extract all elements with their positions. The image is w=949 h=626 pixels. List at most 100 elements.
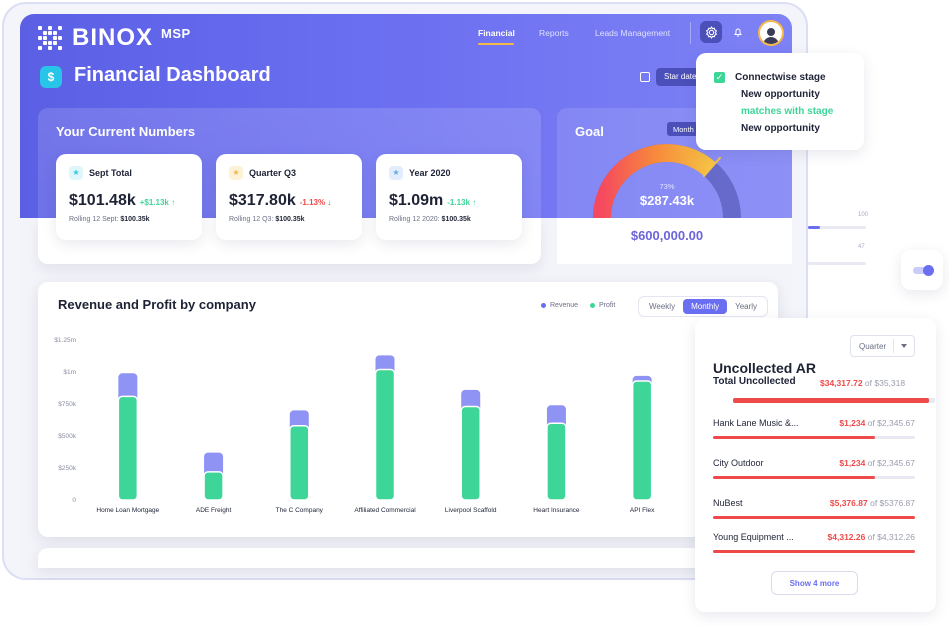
revenue-title: Revenue and Profit by company xyxy=(58,297,256,312)
stat-card-quarter[interactable]: ★ Quarter Q3 $317.80k -1.13% ↓ Rolling 12 … xyxy=(216,154,362,240)
ar-row[interactable]: Hank Lane Music &... $1,234 of $2,345.67 xyxy=(713,418,915,439)
ar-total-of: of $35,318 xyxy=(864,378,906,388)
ar-row-name: Hank Lane Music &... xyxy=(713,418,799,428)
legend-dot-revenue xyxy=(541,302,546,308)
toggle-knob xyxy=(923,265,934,276)
ar-row-of: of $2,345.67 xyxy=(867,458,915,468)
ar-row-bar xyxy=(713,476,915,479)
tab-yearly[interactable]: Yearly xyxy=(735,302,758,311)
page-title: Financial Dashboard xyxy=(74,64,271,86)
goal-current: $287.43k xyxy=(639,193,695,208)
ar-row-value: $1,234 of $2,345.67 xyxy=(839,458,915,468)
date-picker[interactable]: Star date xyxy=(656,68,704,86)
ghost-bar xyxy=(808,262,866,265)
x-tick-label: API Flex xyxy=(630,507,655,514)
quarter-dropdown[interactable]: Quarter xyxy=(850,335,915,357)
ar-row-name: City Outdoor xyxy=(713,458,764,468)
notifications-button[interactable] xyxy=(727,21,749,43)
ar-row-value: $4,312.26 of $4,312.26 xyxy=(828,532,915,542)
tab-monthly[interactable]: Monthly xyxy=(683,299,728,314)
x-tick-label: Liverpool Scaffold xyxy=(445,507,497,514)
x-tick-label: Affiliated Commercial xyxy=(354,507,416,514)
uncollected-ar-card: Quarter Uncollected AR Total Uncollected… xyxy=(695,318,936,612)
stat-foot-value: $100.35k xyxy=(275,216,305,223)
tab-weekly[interactable]: Weekly xyxy=(649,302,676,311)
x-tick-label: Heart Insurance xyxy=(533,507,580,514)
period-tabs: Weekly Monthly Yearly xyxy=(638,296,769,317)
y-tick-label: $500k xyxy=(58,433,76,440)
ar-row-bar xyxy=(713,436,915,439)
avatar[interactable] xyxy=(758,20,784,46)
bell-icon xyxy=(734,28,742,37)
ar-total-value: $34,317.72 xyxy=(820,378,863,388)
gauge-needle xyxy=(702,156,722,178)
settings-button[interactable] xyxy=(700,21,722,43)
stat-label: Sept Total xyxy=(89,167,132,178)
ar-row-value: $5,376.87 of $5376.87 xyxy=(830,498,915,508)
ar-row[interactable]: City Outdoor $1,234 of $2,345.67 xyxy=(713,458,915,479)
dropdown-divider xyxy=(893,339,894,353)
stage-match-popover: ✓ Connectwise stage New opportunity match… xyxy=(696,53,864,150)
ar-row-bar xyxy=(713,550,915,553)
nav-reports[interactable]: Reports xyxy=(539,28,569,38)
next-card-peek xyxy=(38,548,778,568)
show-more-button[interactable]: Show 4 more xyxy=(771,571,858,595)
goal-panel-base xyxy=(557,218,792,264)
x-tick-label: ADE Freight xyxy=(196,507,232,514)
y-tick-label: $1m xyxy=(63,369,76,376)
checkbox-checked-icon[interactable]: ✓ xyxy=(714,71,725,83)
ar-row-of: of $5376.87 xyxy=(870,498,915,508)
y-tick-label: $250k xyxy=(58,465,76,472)
stat-value: $101.48k xyxy=(69,192,136,209)
stat-foot-value: $100.35k xyxy=(120,216,150,223)
stat-foot-value: $100.35k xyxy=(441,216,471,223)
ar-row-value: $1,234 of $2,345.67 xyxy=(839,418,915,428)
ar-total-label: Total Uncollected xyxy=(713,376,796,387)
logo-mark-icon xyxy=(38,26,64,50)
y-tick-label: 0 xyxy=(72,497,76,504)
bar-profit xyxy=(374,368,396,501)
gauge-fill xyxy=(593,144,716,219)
nav-leads-management[interactable]: Leads Management xyxy=(595,28,671,38)
revenue-profit-chart: 0 $250k $500k $750k $1m $1.25m Home Loan Mortg… xyxy=(54,337,655,514)
goal-target: $600,000.00 xyxy=(630,228,704,243)
revenue-profit-card: Revenue and Profit by company Revenue Pr… xyxy=(38,282,778,537)
stat-foot-label: Rolling 12 Sept: xyxy=(69,216,119,223)
ar-row-amount: $1,234 xyxy=(839,458,866,468)
toggle-card xyxy=(901,250,943,290)
legend-dot-profit xyxy=(589,302,595,308)
ar-row-amount: $5,376.87 xyxy=(829,498,868,508)
popover-line-1: Connectwise stage xyxy=(735,72,826,83)
ar-row[interactable]: Young Equipment ... $4,312.26 of $4,312.… xyxy=(713,532,915,553)
chart-legend: Revenue Profit xyxy=(541,302,615,309)
nav-financial[interactable]: Financial xyxy=(478,28,515,38)
dollar-icon: $ xyxy=(40,66,62,88)
stat-foot-label: Rolling 12 2020: xyxy=(389,216,440,223)
calendar-icon xyxy=(640,72,650,82)
ghost-axis-mid: 47 xyxy=(858,244,865,250)
ar-row[interactable]: NuBest $5,376.87 of $5376.87 xyxy=(713,498,915,519)
popover-line-3: matches with stage xyxy=(741,106,834,117)
nav-divider xyxy=(690,22,691,44)
stat-label: Quarter Q3 xyxy=(249,167,297,178)
stat-label: Year 2020 xyxy=(409,167,451,178)
ar-row-amount: $1,234 xyxy=(839,418,866,428)
y-tick-label: $1.25m xyxy=(54,337,76,344)
current-numbers-title: Your Current Numbers xyxy=(56,124,196,139)
stat-card-year[interactable]: ★ Year 2020 $1.09m -1.13k ↑ Rolling 12 202… xyxy=(376,154,522,240)
ghost-axis-top: 100 xyxy=(858,212,869,218)
toggle-switch[interactable] xyxy=(913,265,934,276)
ar-row-name: Young Equipment ... xyxy=(713,532,794,542)
star-icon: ★ xyxy=(389,165,403,180)
x-tick-label: The C Company xyxy=(276,507,324,514)
stat-card-sept[interactable]: ★ Sept Total $101.48k +$1.13k ↑ Rolling 12… xyxy=(56,154,202,240)
brand-suffix: MSP xyxy=(161,25,191,41)
nav-active-indicator xyxy=(478,43,514,45)
ar-title: Uncollected AR xyxy=(713,360,816,376)
user-avatar-icon xyxy=(763,28,779,44)
brand-logo[interactable]: BINOX MSP xyxy=(38,24,191,52)
ar-total-bar-fill xyxy=(733,398,929,403)
ar-row-bar-fill xyxy=(713,516,915,519)
bar-profit xyxy=(546,422,567,501)
stat-delta: -1.13k ↑ xyxy=(447,198,477,207)
